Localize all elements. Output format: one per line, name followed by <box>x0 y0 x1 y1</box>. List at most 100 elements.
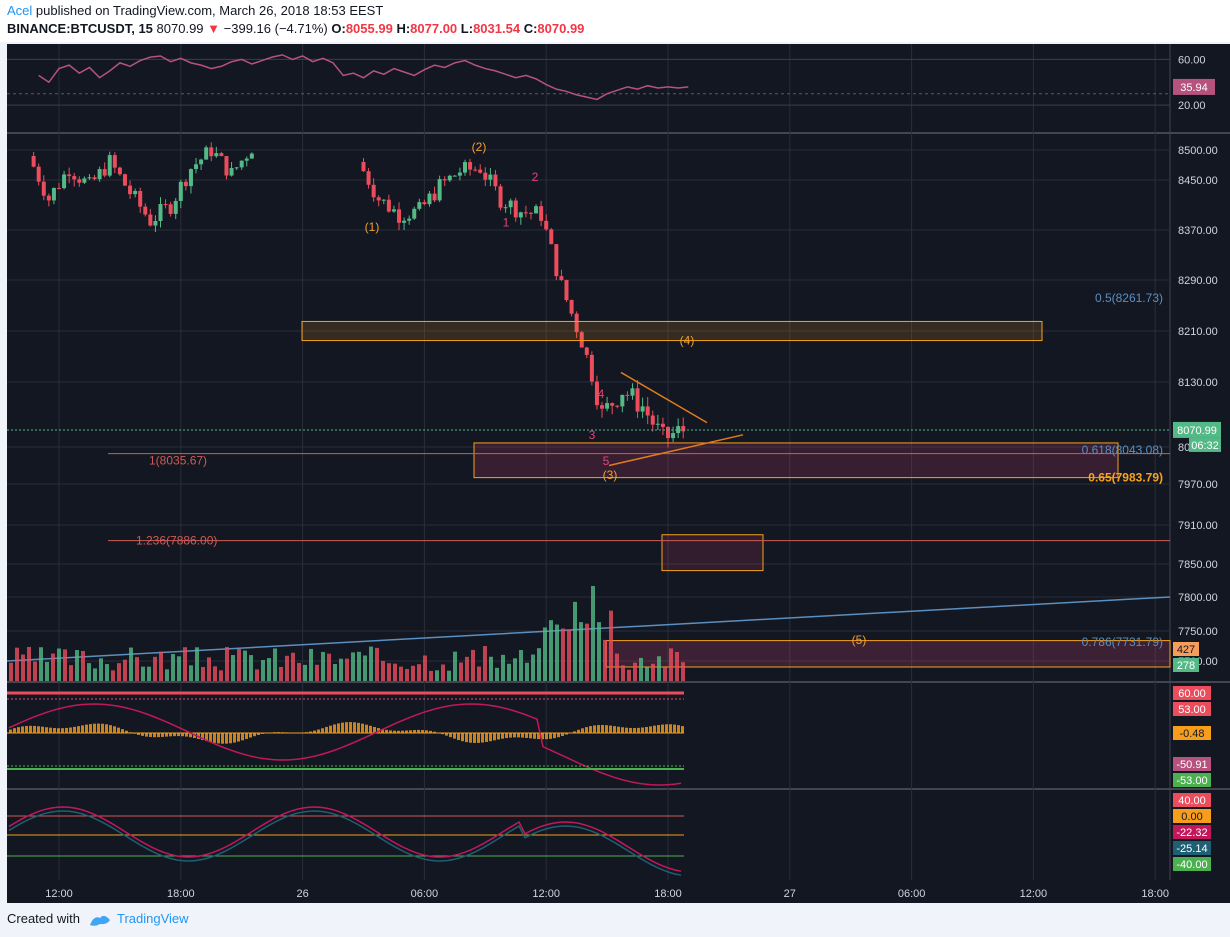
macd-histogram-bar <box>577 729 580 733</box>
macd-histogram-bar <box>333 724 336 733</box>
price-axis-tick: 7970.00 <box>1178 479 1218 491</box>
candle-down <box>473 169 478 171</box>
macd-histogram-bar <box>601 724 604 733</box>
macd-histogram-bar <box>525 733 528 738</box>
macd-histogram-bar <box>149 733 152 738</box>
macd-histogram-bar <box>97 723 100 733</box>
volume-bar <box>339 658 343 681</box>
volume-bar <box>585 623 589 681</box>
macd-histogram-bar <box>529 733 532 739</box>
macd-histogram-bar <box>465 733 468 743</box>
price-axis-tick: 8290.00 <box>1178 275 1218 287</box>
candle-down <box>366 171 371 185</box>
candle-down <box>432 193 437 201</box>
macd-histogram-bar <box>641 727 644 733</box>
macd-histogram-bar <box>157 733 160 738</box>
macd-histogram-bar <box>417 729 420 733</box>
stoch-axis-badge <box>1173 857 1211 871</box>
macd-histogram-bar <box>69 727 72 733</box>
candle-down <box>36 166 41 182</box>
author-link[interactable]: Acel <box>7 3 33 18</box>
candle-down <box>549 229 554 245</box>
candle-down <box>625 394 630 396</box>
candle-up <box>640 406 645 412</box>
candle-up <box>214 153 219 157</box>
macd-axis-badge <box>1173 702 1211 716</box>
macd-histogram-bar <box>401 730 404 733</box>
stoch-axis-label: -22.32 <box>1176 827 1207 839</box>
macd-histogram-bar <box>405 730 408 733</box>
low-label: L: <box>460 21 474 36</box>
wave-label: (1) <box>365 220 380 234</box>
volume-bar <box>381 660 385 681</box>
volume-bar <box>57 648 61 681</box>
rsi-axis-tick: 20.00 <box>1178 100 1206 112</box>
macd-histogram-bar <box>109 725 112 733</box>
symbol-label[interactable]: BINANCE:BTCUSDT, 15 <box>7 21 153 36</box>
volume-bar <box>261 660 265 681</box>
wave-label: (3) <box>603 468 618 482</box>
macd-histogram-bar <box>17 727 20 733</box>
candle-down <box>569 300 574 314</box>
volume-bar <box>657 656 661 681</box>
macd-histogram-bar <box>521 733 524 738</box>
candle-up <box>503 207 508 209</box>
volume-bar <box>93 668 97 681</box>
macd-histogram-bar <box>613 726 616 733</box>
candle-up <box>534 206 539 214</box>
chart-canvas[interactable]: 12:00 18:00 26 06:00 12:00 18:00 27 06:00 12:00 1… <box>0 42 1230 903</box>
volume-bar <box>255 669 259 681</box>
volume-bar <box>135 657 139 681</box>
candle-down <box>600 405 605 409</box>
macd-histogram-bar <box>37 726 40 733</box>
candle-down <box>666 426 670 439</box>
price-axis-tick: 7750.00 <box>1178 626 1218 638</box>
tradingview-link[interactable]: TradingView <box>117 911 189 926</box>
macd-histogram-bar <box>645 726 648 733</box>
macd-histogram-bar <box>433 731 436 733</box>
fib-label: 0.786(7731.79) <box>1082 635 1163 649</box>
macd-histogram-bar <box>489 733 492 742</box>
fib-label: 0.65(7983.79) <box>1088 471 1163 485</box>
macd-histogram-bar <box>177 733 180 737</box>
volume-bar <box>9 662 13 681</box>
candle-up <box>97 169 102 180</box>
candle-down <box>468 162 473 170</box>
volume-bar <box>549 620 553 681</box>
volume-bar <box>435 670 439 681</box>
candle-up <box>158 204 163 222</box>
candle-up <box>407 218 412 221</box>
candle-down <box>209 147 214 157</box>
volume-bar <box>543 627 547 681</box>
macd-histogram-bar <box>89 724 92 733</box>
candle-up <box>51 187 56 201</box>
macd-histogram-bar <box>113 726 116 733</box>
candle-down <box>528 212 533 214</box>
macd-histogram-bar <box>581 728 584 733</box>
candle-up <box>457 172 462 176</box>
macd-histogram-bar <box>133 733 136 734</box>
macd-histogram-bar <box>305 732 308 733</box>
high-label: H: <box>396 21 411 36</box>
stoch-axis-badge <box>1173 841 1211 855</box>
volume-bar <box>447 670 451 681</box>
macd-histogram-bar <box>493 733 496 741</box>
fib-label: 0.5(8261.73) <box>1095 291 1163 305</box>
volume-bar <box>579 622 583 681</box>
candle-down <box>493 174 498 187</box>
stoch-k-line <box>8 806 682 872</box>
tradingview-logo-icon[interactable] <box>88 912 112 933</box>
candle-down <box>584 347 589 355</box>
candle-down <box>523 212 528 214</box>
macd-histogram-bar <box>85 724 88 733</box>
candle-up <box>234 167 239 169</box>
volume-bar <box>39 647 43 681</box>
price-axis-tick: 7850.00 <box>1178 559 1218 571</box>
candle-down <box>31 156 36 167</box>
volume-bar <box>681 662 685 681</box>
grid-lines <box>7 44 1170 880</box>
candles-day-2 <box>361 157 686 448</box>
candle-down <box>102 169 107 176</box>
volume-bar <box>303 664 307 681</box>
macd-histogram-bar <box>173 733 176 737</box>
